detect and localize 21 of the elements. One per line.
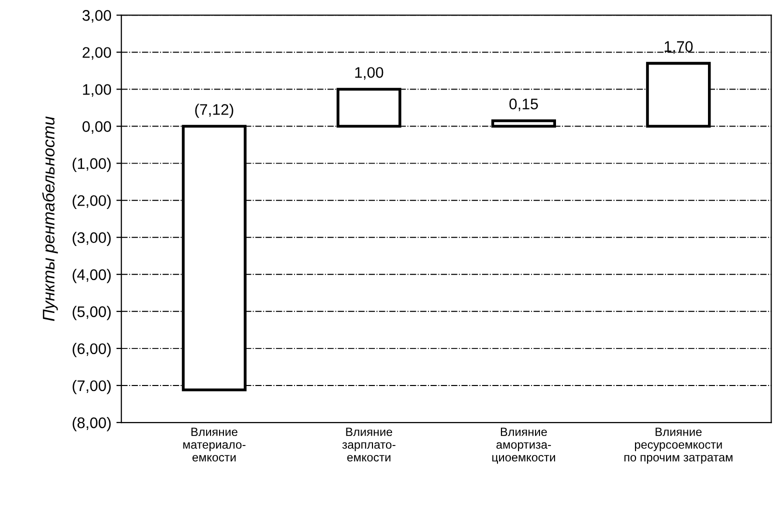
x-tick-label: Влияние амортиза- циоемкости bbox=[492, 428, 556, 464]
y-tick-label: (5,00) bbox=[72, 306, 111, 320]
y-tick-label: (8,00) bbox=[72, 416, 111, 432]
y-tick-label: (7,00) bbox=[72, 380, 111, 394]
data-label: (7,12) bbox=[195, 104, 234, 118]
y-tick-label: (2,00) bbox=[72, 194, 111, 210]
x-tick-label: Влияние зарплато- емкости bbox=[342, 428, 396, 462]
y-tick-label: 2,00 bbox=[82, 47, 112, 60]
y-tick-label: (4,00) bbox=[72, 268, 111, 284]
y-tick-label: 3,00 bbox=[82, 10, 112, 23]
y-tick-label: (6,00) bbox=[72, 342, 111, 358]
y-tick-label: (3,00) bbox=[72, 232, 111, 246]
y-tick-label: 0,00 bbox=[82, 121, 112, 134]
x-tick-label: Влияние материало- емкости bbox=[183, 428, 246, 462]
y-axis-title: Пункты рентабельности bbox=[42, 116, 58, 321]
y-tick-label: 1,00 bbox=[83, 84, 112, 97]
data-label: 0,15 bbox=[509, 98, 538, 112]
data-label: 1,00 bbox=[355, 67, 384, 80]
data-label: 1,70 bbox=[664, 41, 693, 54]
x-tick-label: Влияние ресурсоемкости по прочим затратам bbox=[624, 428, 732, 464]
y-tick-label: (1,00) bbox=[72, 158, 111, 172]
